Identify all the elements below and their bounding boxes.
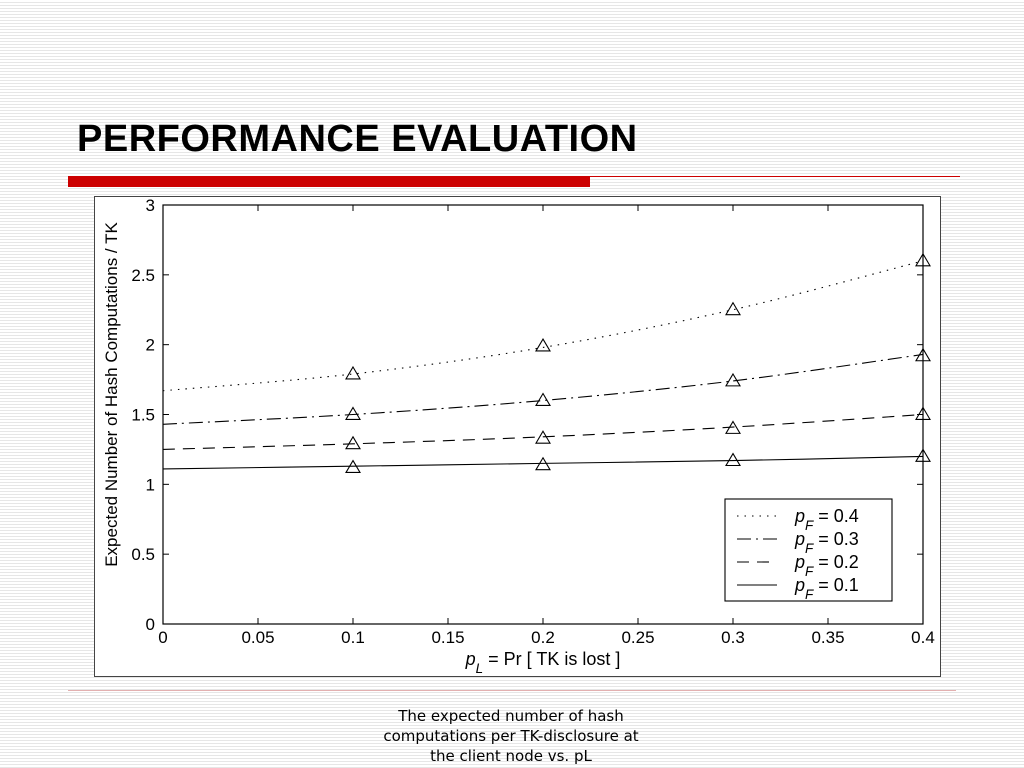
series-dotted: [162, 252, 931, 392]
data-marker-triangle: [725, 420, 741, 434]
data-marker-triangle: [535, 337, 551, 352]
x-tick-label: 0.25: [621, 628, 654, 647]
x-tick-label: 0.1: [341, 628, 365, 647]
data-marker-triangle: [345, 459, 361, 474]
y-tick-label: 0: [146, 615, 155, 634]
data-marker-triangle: [915, 347, 931, 362]
data-marker-triangle: [915, 448, 931, 462]
data-marker-triangle: [535, 392, 551, 406]
line-chart: 0 0.05 0.1 0.15 0.2 0.25 0.3 0.35 0.4 0 0.5 1 1.5 2 2.…: [102, 197, 935, 676]
chart-axes: 0 0.05 0.1 0.15 0.2 0.25 0.3 0.35 0.4 0 0.5 1 1.5 2 2.…: [102, 197, 935, 676]
y-axis-label: Expected Number of Hash Computations / T…: [102, 222, 121, 567]
x-tick-label: 0.15: [431, 628, 464, 647]
data-marker-triangle: [915, 406, 931, 420]
title-accent-line: [590, 176, 960, 177]
series-line: [162, 353, 924, 425]
y-tick-label: 3: [146, 197, 155, 215]
legend-entry: pF = 0.3: [794, 529, 859, 556]
y-tick-label: 1.5: [131, 406, 155, 425]
series-line: [162, 413, 924, 450]
x-tick-label: 0: [158, 628, 167, 647]
legend-entry: pF = 0.2: [794, 552, 859, 579]
footer-divider: [68, 690, 956, 691]
chart-legend: pF = 0.4pF = 0.3pF = 0.2pF = 0.1: [724, 498, 893, 602]
figure-caption: The expected number of hash computations…: [383, 707, 639, 765]
series-dashed: [162, 406, 931, 450]
series-line: [162, 455, 924, 470]
series-dashdot: [162, 347, 931, 425]
y-tick-label: 1: [146, 475, 155, 494]
data-marker-triangle: [345, 406, 361, 420]
legend-entry: pF = 0.4: [794, 506, 859, 533]
x-axis-label: pL = Pr [ TK is lost ]: [465, 649, 621, 676]
chart-series: [162, 252, 931, 474]
x-tick-label: 0.3: [721, 628, 745, 647]
series-solid: [162, 448, 931, 474]
data-marker-triangle: [535, 430, 551, 444]
slide-title: PERFORMANCE EVALUATION: [77, 118, 638, 160]
data-marker-triangle: [725, 452, 741, 467]
data-marker-triangle: [345, 365, 361, 380]
x-tick-label: 0.05: [241, 628, 274, 647]
data-marker-triangle: [345, 435, 361, 450]
title-accent-bar: [68, 176, 590, 187]
y-tick-label: 2: [146, 336, 155, 355]
data-marker-triangle: [725, 372, 741, 387]
data-marker-triangle: [915, 252, 931, 267]
series-line: [162, 260, 924, 392]
legend-entry: pF = 0.1: [794, 575, 859, 602]
x-tick-label: 0.2: [531, 628, 555, 647]
data-marker-triangle: [725, 301, 741, 316]
chart-frame: 0 0.05 0.1 0.15 0.2 0.25 0.3 0.35 0.4 0 0.5 1 1.5 2 2.…: [94, 196, 941, 677]
x-tick-label: 0.4: [911, 628, 935, 647]
y-tick-label: 0.5: [131, 545, 155, 564]
x-tick-label: 0.35: [811, 628, 844, 647]
y-tick-label: 2.5: [131, 266, 155, 285]
data-marker-triangle: [535, 456, 551, 471]
